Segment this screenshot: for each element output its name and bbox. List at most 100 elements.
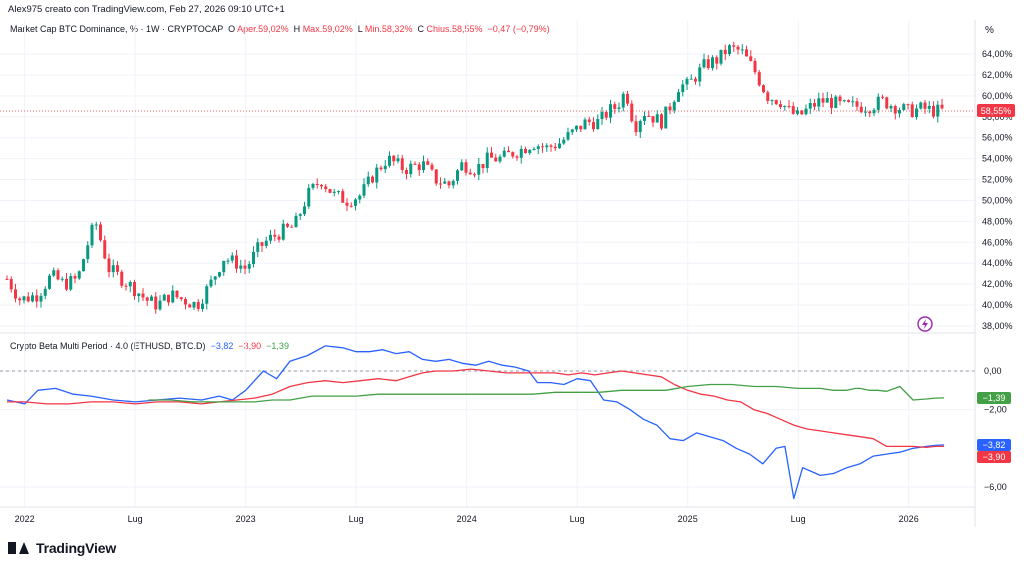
indicator-legend: Crypto Beta Multi Period · 4.0 (ETHUSD, … xyxy=(10,341,289,351)
candle-body xyxy=(507,150,511,153)
candle-body xyxy=(48,275,52,289)
candle-body xyxy=(910,104,914,118)
candle-body xyxy=(243,265,247,269)
indicator-line-green xyxy=(148,383,945,403)
candle-body xyxy=(549,145,553,147)
candle-body xyxy=(116,265,120,272)
candle-body xyxy=(808,103,812,109)
candle-down xyxy=(490,146,494,158)
candle-up xyxy=(366,171,370,187)
candle-down xyxy=(371,175,375,184)
candle-body xyxy=(252,251,256,265)
candle-body xyxy=(519,148,523,158)
y-tick-label: 64,00% xyxy=(982,49,1013,59)
candle-down xyxy=(286,222,290,228)
candle-down xyxy=(439,177,443,189)
candle-body xyxy=(375,167,379,183)
candle-up xyxy=(375,163,379,189)
candle-body xyxy=(464,162,468,173)
candle-up xyxy=(532,146,536,151)
candle-body xyxy=(103,240,107,259)
candle-down xyxy=(107,253,111,278)
candle-body xyxy=(439,183,443,185)
candle-body xyxy=(422,161,426,171)
candle-up xyxy=(655,110,659,123)
ohlc-open-key: O xyxy=(228,24,236,34)
candle-body xyxy=(400,158,404,170)
candle-body xyxy=(107,258,111,273)
y-tick-label: 52,00% xyxy=(982,175,1013,185)
tradingview-logo[interactable]: TradingView xyxy=(8,540,116,556)
candle-down xyxy=(838,94,842,106)
candle-body xyxy=(898,110,902,114)
candle-up xyxy=(460,159,464,171)
candle-up xyxy=(872,107,876,116)
candle-body xyxy=(128,282,132,287)
candle-up xyxy=(171,285,175,304)
candle-body xyxy=(936,104,940,117)
candle-up xyxy=(451,179,455,189)
candle-down xyxy=(923,99,927,114)
candle-body xyxy=(82,259,86,272)
candle-down xyxy=(881,94,885,100)
y-tick-label: 62,00% xyxy=(982,70,1013,80)
candle-body xyxy=(417,164,421,171)
candle-down xyxy=(430,162,434,171)
candle-body xyxy=(277,236,281,240)
candle-body xyxy=(834,96,838,108)
candle-down xyxy=(235,249,239,273)
candle-down xyxy=(116,261,120,276)
candle-body xyxy=(273,234,277,237)
candle-up xyxy=(570,128,574,135)
candle-body xyxy=(362,184,366,196)
candle-body xyxy=(757,72,761,86)
candle-up xyxy=(86,241,90,264)
indicator-green-label: −1,39 xyxy=(977,392,1011,404)
candle-down xyxy=(426,158,430,166)
y-tick-label: 42,00% xyxy=(982,279,1013,289)
candle-body xyxy=(587,119,591,123)
candle-up xyxy=(256,238,260,258)
ohlc-close-key: C xyxy=(417,24,424,34)
candle-body xyxy=(524,148,528,154)
candle-up xyxy=(919,101,923,110)
candle-body xyxy=(405,169,409,175)
candle-body xyxy=(600,111,604,120)
candle-body xyxy=(260,242,264,246)
candle-body xyxy=(354,199,358,206)
candle-body xyxy=(787,105,791,107)
candle-up xyxy=(796,107,800,116)
candle-down xyxy=(413,161,417,165)
candle-body xyxy=(490,152,494,158)
candle-up xyxy=(269,229,273,244)
candle-down xyxy=(179,296,183,302)
indicator-name[interactable]: Crypto Beta Multi Period · 4.0 (ETHUSD, … xyxy=(10,341,206,351)
candle-up xyxy=(383,160,387,174)
symbol-label[interactable]: Market Cap BTC Dominance, % · 1W · CRYPT… xyxy=(10,24,224,34)
candle-body xyxy=(558,143,562,149)
candle-up xyxy=(69,273,73,291)
candle-down xyxy=(99,221,103,242)
indicator-red-label: −3,90 xyxy=(977,451,1011,463)
candle-body xyxy=(175,290,179,298)
candle-body xyxy=(413,163,417,165)
candle-body xyxy=(468,172,472,175)
candle-body xyxy=(604,111,608,118)
candle-body xyxy=(515,156,519,158)
candle-up xyxy=(222,260,226,276)
lightning-icon[interactable] xyxy=(917,316,933,332)
candle-body xyxy=(494,157,498,162)
candle-body xyxy=(383,165,387,170)
candle-body xyxy=(298,214,302,216)
candle-down xyxy=(732,41,736,52)
candle-body xyxy=(264,240,268,246)
candle-body xyxy=(485,152,489,169)
candle-body xyxy=(230,255,234,261)
candle-up xyxy=(902,102,906,111)
candle-body xyxy=(315,183,319,185)
indicator-green-label-text: −1,39 xyxy=(983,393,1006,403)
candle-down xyxy=(868,110,872,118)
candle-body xyxy=(73,276,77,279)
candle-up xyxy=(562,136,566,145)
